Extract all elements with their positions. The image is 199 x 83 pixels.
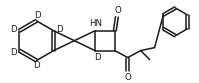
- Text: D: D: [56, 25, 62, 34]
- Text: D: D: [11, 48, 17, 57]
- Text: HN: HN: [90, 19, 102, 28]
- Text: D: D: [33, 62, 40, 70]
- Text: D: D: [34, 11, 41, 20]
- Text: D: D: [94, 53, 100, 62]
- Text: D: D: [11, 25, 17, 34]
- Text: O: O: [114, 6, 121, 15]
- Text: O: O: [124, 73, 131, 82]
